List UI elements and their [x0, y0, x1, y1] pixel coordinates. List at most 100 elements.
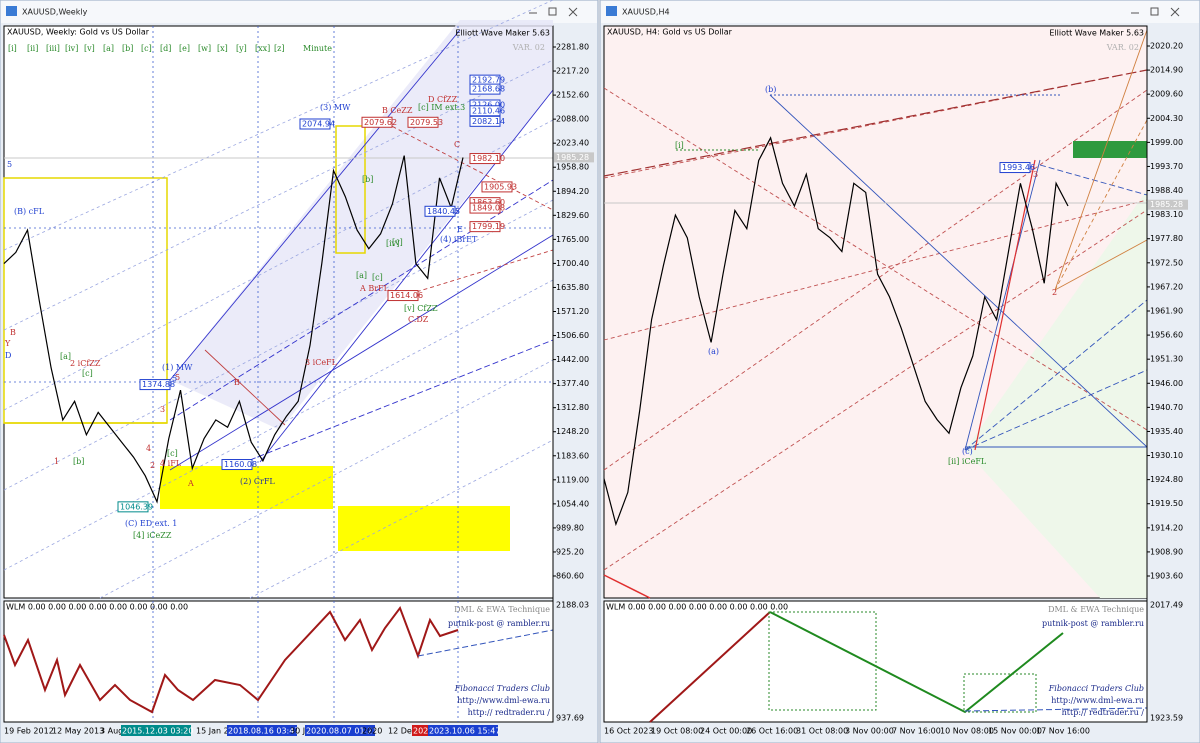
date-highlight: [227, 725, 297, 736]
indicator-area: [3, 600, 554, 723]
date-label: 24 Oct 00:00: [700, 727, 752, 736]
degree-label: [a]: [103, 44, 114, 53]
price-box: [221, 459, 253, 471]
price-tick-label: 2152.60: [556, 91, 589, 100]
window-buttons[interactable]: [529, 7, 1180, 17]
wave-label: 1: [54, 457, 59, 466]
price-box: [469, 202, 501, 214]
price-tick-label: 1977.80: [1150, 234, 1183, 243]
price-tick-label: 1635.80: [556, 283, 589, 292]
price-box: [469, 115, 501, 127]
price-box-label: 2192.79: [472, 76, 505, 85]
price-tick-label: 1506.60: [556, 331, 589, 340]
price-tick-label: 2023.40: [556, 139, 589, 148]
date-label: 3 Nov 00:00: [845, 727, 894, 736]
price-box-label: 1905.93: [484, 182, 517, 191]
wave-label: (B) cFL: [14, 207, 45, 216]
date-label: 2018.08.16 03:47: [228, 727, 299, 736]
price-tick-label: 1248.20: [556, 427, 589, 436]
price-box: [469, 221, 501, 233]
price-tick-label: 2020.20: [1150, 42, 1183, 51]
credit-text: putnik-post @ rambler.ru: [1042, 619, 1144, 628]
wave-label: [i]: [675, 141, 684, 150]
title-bar[interactable]: [1, 1, 597, 23]
price-tick-label: 1961.90: [1150, 307, 1183, 316]
wave-label: 2 iCfZZ: [70, 359, 101, 368]
price-tick-label: 1940.70: [1150, 403, 1183, 412]
price-box: [407, 116, 439, 128]
price-tick-label: 860.60: [556, 572, 584, 581]
wave-label: B CeZZ: [382, 106, 413, 115]
credit-text: http://www.dml-ewa.ru: [457, 696, 550, 705]
current-price: 1985.28: [556, 153, 589, 162]
date-label: 19 Feb 2012: [4, 727, 54, 736]
date-label: 2020: [362, 727, 382, 736]
wave-label: [ii] iCeFL: [948, 457, 987, 466]
wlm-scale: 937.69: [556, 714, 584, 723]
price-box-label: 2110.46: [472, 106, 505, 115]
price-box-label: 2079.53: [410, 118, 443, 127]
price-tick-label: 2004.30: [1150, 114, 1183, 123]
price-tick-label: 2281.80: [556, 43, 589, 52]
date-highlight: [305, 725, 375, 736]
wave-label: Y: [4, 339, 11, 348]
wave-label: 3 iCeFL: [305, 358, 338, 367]
credit-text: Fibonacci Traders Club: [454, 684, 550, 693]
wave-label: 3: [160, 405, 165, 414]
price-box-label: 2126.00: [472, 100, 505, 109]
price-tick-label: 1951.30: [1150, 355, 1183, 364]
wave-label: D CfZZ: [428, 95, 458, 104]
price-box: [424, 205, 456, 217]
wave-label: D: [5, 351, 11, 360]
date-highlight: [428, 725, 498, 736]
wave-label: (1) MW: [162, 363, 193, 372]
wlm-line: [649, 611, 771, 723]
date-label: 15 Nov 00:00: [988, 727, 1042, 736]
wave-label: E: [457, 225, 463, 234]
credit-text: DML & EWA Technique: [1048, 605, 1144, 614]
degree-label: [z]: [274, 44, 284, 53]
degree-label: [iv]: [65, 44, 78, 53]
degree-label: [xx]: [255, 44, 270, 53]
chart-header: XAUUSD, H4: Gold vs US Dollar: [607, 28, 733, 37]
price-box: [469, 83, 501, 95]
credit-text: http://www.dml-ewa.ru: [1051, 696, 1144, 705]
price-box-label: 1614.06: [390, 291, 423, 300]
wlm-scale: 1923.59: [1150, 714, 1183, 723]
date-label: 16 Oct 2023: [604, 727, 653, 736]
price-tick-label: 1908.90: [1150, 547, 1183, 556]
price-box-label: 1849.08: [472, 204, 505, 213]
price-tick-label: 1894.20: [556, 187, 589, 196]
title-bar[interactable]: [601, 1, 1199, 23]
date-label: 7 Nov 16:00: [892, 727, 941, 736]
wave-label: 3: [1033, 170, 1038, 179]
date-label: 3 Aug: [100, 727, 123, 736]
price-box-label: 1046.39: [120, 502, 153, 511]
wave-label: (C) ED ext. 1: [125, 519, 177, 528]
price-tick-label: 1054.40: [556, 499, 589, 508]
price-box: [481, 181, 513, 193]
price-tick-label: 1571.20: [556, 307, 589, 316]
price-tick-label: 1967.20: [1150, 282, 1183, 291]
wave-label: 2: [1052, 288, 1057, 297]
wave-label: [b]: [362, 175, 373, 184]
price-tick-label: 2014.90: [1150, 66, 1183, 75]
wave-label: [c] IM ext.3: [418, 103, 465, 112]
price-box-label: 2074.94: [302, 119, 335, 128]
price-box: [299, 118, 331, 130]
date-label: 26 Oct 16:00: [746, 727, 798, 736]
price-tick-label: 1958.80: [556, 163, 589, 172]
current-price-box: [554, 152, 594, 163]
degree-label: [v]: [84, 44, 95, 53]
variant-label: VAR. 02: [1106, 43, 1139, 52]
credit-text: DML & EWA Technique: [454, 605, 550, 614]
degree-label: Minute: [303, 44, 332, 53]
date-highlight: [121, 725, 191, 736]
date-label: 15 Jan 20: [196, 727, 234, 736]
degree-label: [d]: [160, 44, 171, 53]
date-label: 12 Dec: [388, 727, 416, 736]
degree-label: [i]: [8, 44, 17, 53]
date-label: 2015.12.03 03:20: [122, 727, 193, 736]
degree-label: [w]: [198, 44, 211, 53]
